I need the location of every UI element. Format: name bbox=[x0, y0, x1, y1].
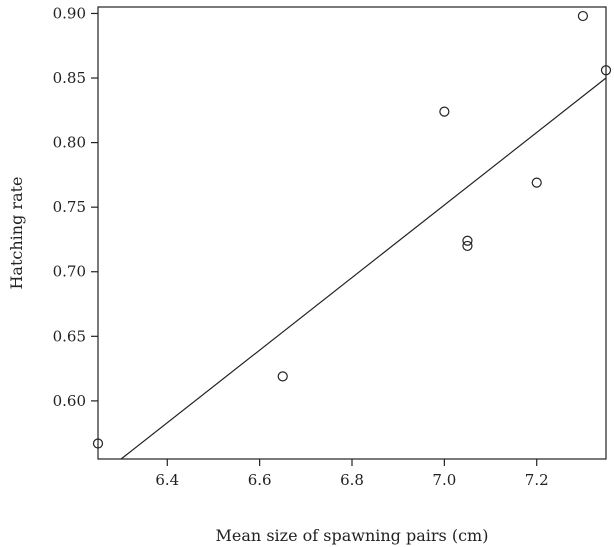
y-tick-label: 0.70 bbox=[53, 263, 86, 281]
data-point bbox=[462, 235, 473, 246]
data-point bbox=[277, 371, 288, 382]
x-tick-label: 6.4 bbox=[155, 471, 179, 489]
y-tick-label: 0.90 bbox=[53, 4, 86, 22]
data-point bbox=[577, 10, 589, 22]
data-point bbox=[439, 106, 450, 117]
data-point bbox=[462, 240, 473, 252]
data-point bbox=[600, 65, 612, 76]
y-tick-label: 0.60 bbox=[53, 392, 86, 410]
regression-line bbox=[120, 77, 607, 460]
x-axis-ticks: 6.4 6.6 6.8 7.0 7.2 bbox=[155, 459, 549, 489]
data-points bbox=[92, 10, 612, 449]
x-axis-label: Mean size of spawning pairs (cm) bbox=[216, 526, 489, 545]
x-tick-label: 7.0 bbox=[432, 471, 456, 489]
y-tick-label: 0.85 bbox=[53, 69, 86, 87]
data-point bbox=[92, 438, 104, 449]
plot-frame bbox=[97, 6, 607, 460]
y-tick-label: 0.75 bbox=[53, 198, 86, 216]
x-tick-label: 6.6 bbox=[248, 471, 272, 489]
data-point bbox=[531, 177, 542, 188]
y-tick-label: 0.80 bbox=[53, 134, 86, 152]
x-tick-label: 7.2 bbox=[525, 471, 549, 489]
y-axis-label: Hatching rate bbox=[7, 176, 26, 289]
y-axis-ticks: 0.60 0.65 0.70 0.75 0.80 0.85 0.90 bbox=[53, 4, 98, 410]
x-tick-label: 6.8 bbox=[340, 471, 364, 489]
y-tick-label: 0.65 bbox=[53, 327, 86, 345]
